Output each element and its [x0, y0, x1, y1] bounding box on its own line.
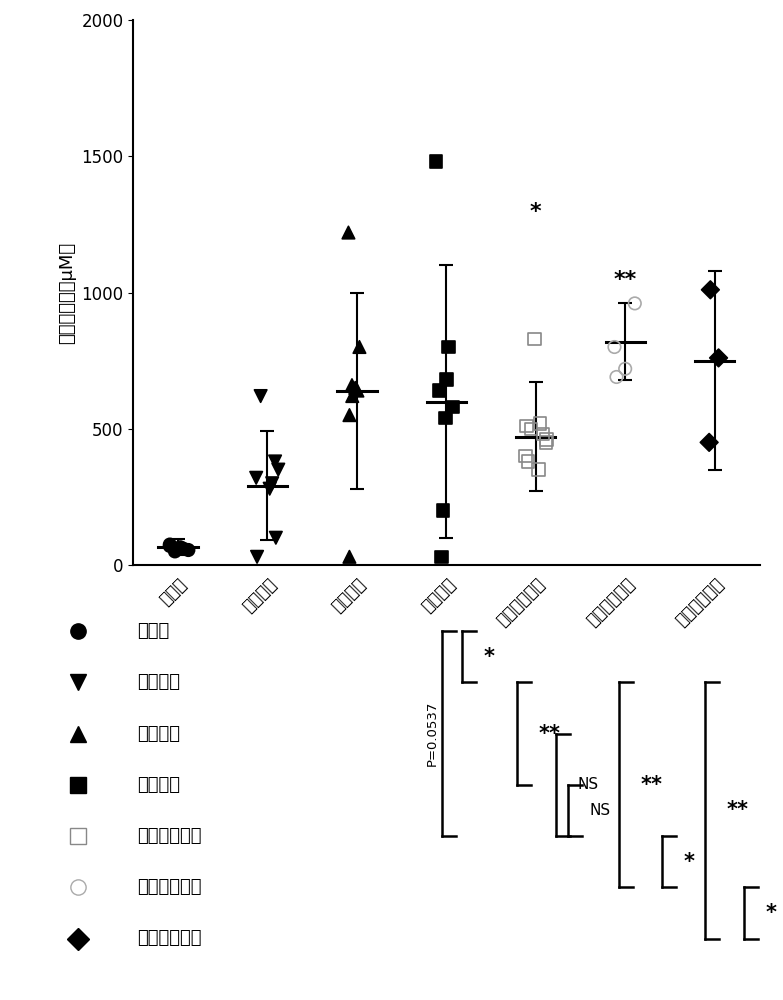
- Point: [520, 418, 532, 434]
- Point: [619, 361, 631, 377]
- Text: 中剂量组: 中剂量组: [137, 724, 180, 742]
- Point: [272, 462, 284, 478]
- Point: [521, 453, 534, 469]
- Point: [439, 410, 452, 426]
- Point: [703, 434, 716, 450]
- Point: [540, 432, 553, 448]
- Text: *: *: [530, 202, 542, 222]
- Point: [168, 543, 181, 559]
- Text: P=0.0537: P=0.0537: [425, 701, 438, 766]
- Point: [269, 453, 281, 469]
- Point: [353, 339, 366, 355]
- Point: [519, 448, 532, 464]
- Point: [440, 372, 453, 388]
- Text: NS: NS: [578, 777, 599, 792]
- Point: [266, 475, 279, 491]
- Point: [430, 154, 442, 170]
- Point: [629, 295, 641, 311]
- Point: [532, 462, 544, 478]
- Text: 带鱼高剂量组: 带鱼高剂量组: [137, 930, 201, 948]
- Text: 带鱼中剂量组: 带鱼中剂量组: [137, 878, 201, 896]
- Point: [346, 388, 359, 404]
- Point: [263, 481, 276, 497]
- Text: *: *: [484, 647, 495, 667]
- Point: [536, 426, 549, 442]
- Point: [349, 380, 362, 396]
- Point: [704, 282, 716, 298]
- Point: [610, 369, 622, 385]
- Point: [442, 339, 455, 355]
- Point: [346, 377, 359, 393]
- Text: 高剂量组: 高剂量组: [137, 776, 180, 794]
- Point: [446, 399, 459, 415]
- Text: 低剂量组: 低剂量组: [137, 673, 180, 691]
- Point: [343, 407, 355, 423]
- Point: [250, 470, 262, 486]
- Point: [342, 225, 355, 241]
- Point: [437, 502, 449, 518]
- Point: [251, 549, 263, 565]
- Point: [182, 542, 195, 558]
- Point: [433, 383, 446, 399]
- Text: **: **: [640, 775, 662, 795]
- Text: *: *: [684, 852, 695, 872]
- Point: [174, 539, 186, 555]
- Text: 空白组: 空白组: [137, 622, 169, 640]
- Text: **: **: [614, 270, 637, 290]
- Point: [608, 339, 621, 355]
- Text: **: **: [727, 800, 749, 820]
- Point: [351, 383, 363, 399]
- Text: NS: NS: [590, 803, 611, 818]
- Point: [529, 331, 541, 347]
- Point: [177, 541, 189, 557]
- Text: **: **: [539, 724, 561, 744]
- Text: 带鱼低剂量组: 带鱼低剂量组: [137, 827, 201, 845]
- Point: [164, 537, 176, 553]
- Point: [713, 350, 725, 366]
- Point: [435, 549, 448, 565]
- Point: [269, 530, 282, 546]
- Point: [254, 388, 267, 404]
- Point: [343, 549, 355, 565]
- Point: [540, 434, 553, 450]
- Point: [534, 415, 547, 431]
- Text: *: *: [766, 903, 777, 923]
- Point: [525, 421, 537, 437]
- Point: [164, 538, 176, 554]
- Y-axis label: 血尿酸浓度（μM）: 血尿酸浓度（μM）: [58, 241, 76, 344]
